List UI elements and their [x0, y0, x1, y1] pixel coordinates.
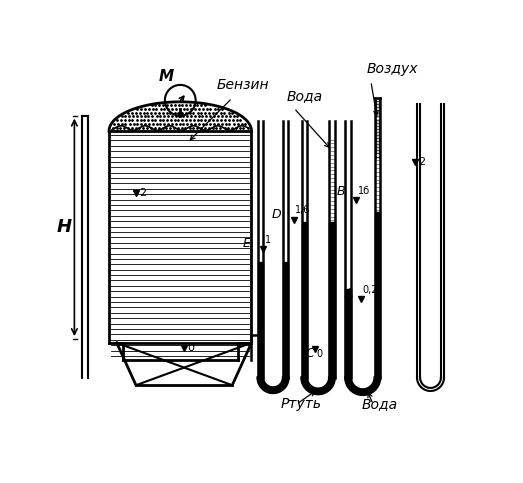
Text: Бензин: Бензин [217, 78, 269, 92]
Text: A: A [345, 286, 353, 299]
Text: 0: 0 [187, 343, 194, 353]
Text: 2: 2 [418, 157, 426, 167]
Polygon shape [258, 378, 289, 393]
Text: C: C [305, 347, 314, 360]
Text: 0: 0 [316, 349, 322, 359]
Text: 2: 2 [139, 188, 146, 198]
Text: 1б: 1б [358, 186, 370, 196]
Polygon shape [345, 378, 380, 395]
Text: D: D [272, 208, 281, 221]
Text: Воздух: Воздух [367, 62, 418, 76]
Text: B: B [337, 185, 346, 198]
Text: 1: 1 [265, 235, 271, 245]
Text: E: E [243, 237, 251, 250]
Text: Вода: Вода [286, 89, 322, 103]
Text: Вода: Вода [361, 398, 397, 412]
Text: М: М [158, 69, 174, 84]
Text: 1,6: 1,6 [295, 205, 311, 215]
Text: Ртуть: Ртуть [281, 398, 322, 412]
Text: H: H [57, 218, 72, 236]
Polygon shape [302, 378, 335, 394]
Text: 0,2: 0,2 [362, 285, 378, 295]
